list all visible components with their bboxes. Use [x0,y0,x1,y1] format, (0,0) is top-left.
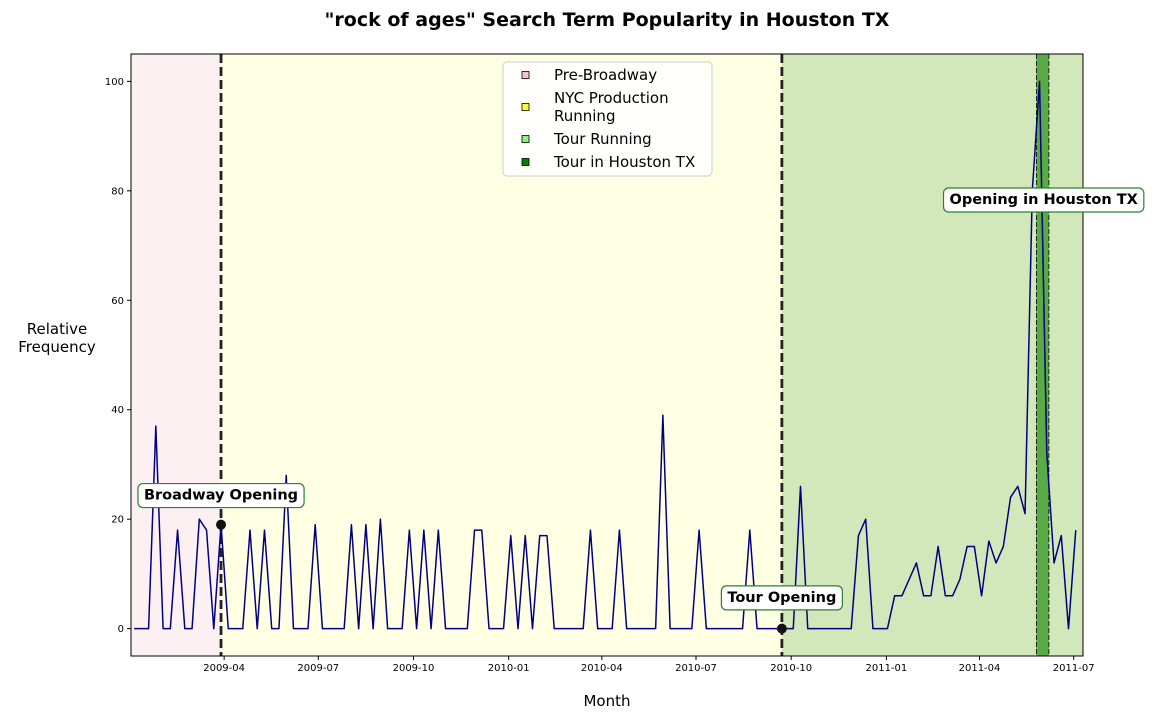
legend-swatch-2 [521,135,530,143]
x-tick-label-5: 2010-07 [675,663,717,674]
y-tick-label-0: 0 [118,624,124,635]
annotation-text-1: Tour Opening [727,590,836,606]
legend: Pre-Broadway NYC Production Running Tour Ru… [502,61,713,177]
shaded-region-2 [781,54,1083,656]
legend-swatch-0 [521,71,530,79]
x-tick-label-2: 2009-10 [393,663,435,674]
chart-title: "rock of ages" Search Term Popularity in… [325,9,890,31]
legend-box [502,61,713,177]
x-tick-label-7: 2011-01 [865,663,907,674]
shaded-region-0 [131,54,222,656]
shaded-region-3 [1036,54,1049,656]
legend-label-1-line-1: Running [554,107,615,125]
plot-frame [130,53,1084,657]
annotation-1: Tour Opening [720,585,843,611]
annotation-0: Broadway Opening [137,482,305,509]
y-tick-label-3: 60 [111,296,124,307]
x-axis-label: Month [583,692,630,710]
x-tick-label-0: 2009-04 [203,663,245,674]
legend-label-3: Tour in Houston TX [553,153,695,171]
y-tick-label-4: 80 [111,186,124,197]
legend-label-2: Tour Running [553,130,652,148]
legend-label-0: Pre-Broadway [554,66,657,84]
x-tick-label-3: 2010-01 [488,663,530,674]
y-axis-label-line-0: Relative [27,320,88,338]
y-axis: 0 20 40 60 80 100 [105,77,131,635]
legend-swatch-3 [521,158,530,166]
x-tick-label-9: 2011-07 [1053,663,1095,674]
x-tick-label-4: 2010-04 [581,663,623,674]
plot-lines [219,54,1050,656]
annotation-2: Opening in Houston TX [942,187,1145,213]
annotation-box-0 [137,482,305,509]
series-line-0 [134,80,1077,630]
x-tick-label-6: 2010-10 [770,663,812,674]
y-axis-label-line-1: Frequency [18,338,96,356]
x-tick-label-1: 2009-07 [297,663,339,674]
annotation-text-0: Broadway Opening [144,488,298,504]
legend-label-2-line-0: Tour Running [553,130,652,148]
plot-series [134,80,1077,630]
legend-label-1: NYC Production Running [554,89,669,125]
legend-label-1-line-0: NYC Production [554,89,669,107]
legend-label-3-line-0: Tour in Houston TX [553,153,695,171]
legend-swatch-1 [521,103,530,111]
event-marker-0 [216,519,227,530]
y-axis-label: Relative Frequency [18,320,96,356]
annotation-text-2: Opening in Houston TX [950,192,1138,208]
annotation-box-2 [942,187,1145,213]
y-tick-label-5: 100 [105,77,124,88]
legend-label-0-line-0: Pre-Broadway [554,66,657,84]
annotations: Broadway Opening Tour Opening Opening in H… [137,187,1145,611]
plot-markers [216,519,787,634]
x-axis: 2009-04 2009-07 2009-10 2010-01 2010-04 2010-… [203,656,1095,674]
x-tick-label-8: 2011-04 [959,663,1001,674]
annotation-box-1 [720,585,843,611]
y-tick-label-1: 20 [111,515,124,526]
event-marker-1 [776,623,787,634]
y-tick-label-2: 40 [111,405,124,416]
